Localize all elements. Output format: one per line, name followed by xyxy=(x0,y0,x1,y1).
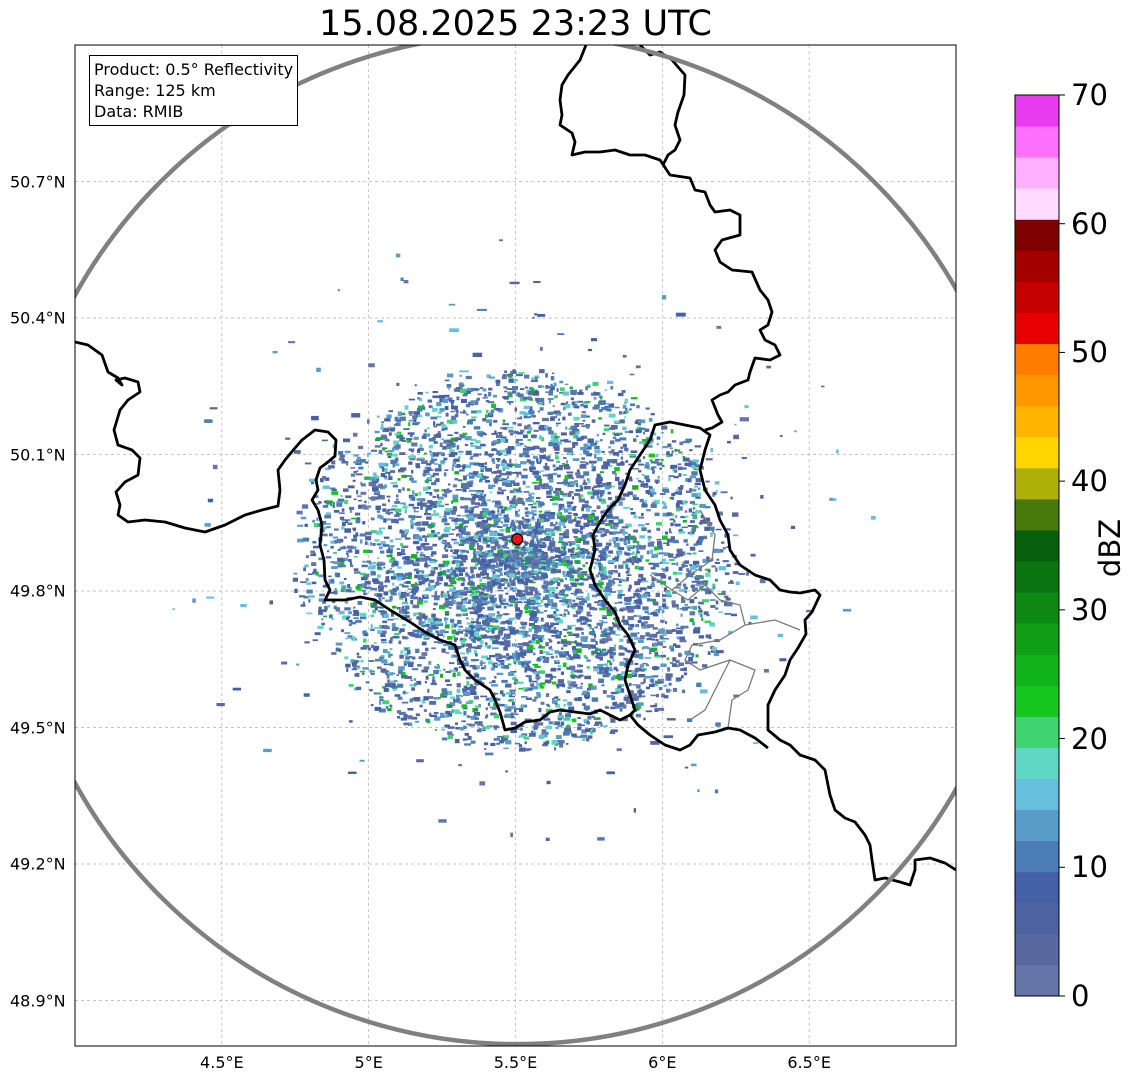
colorbar-title: dBZ xyxy=(1093,518,1127,578)
colorbar-segment xyxy=(1015,871,1059,904)
department-boundaries xyxy=(649,509,801,729)
colorbar-segment xyxy=(1015,467,1059,500)
colorbar-tick-label: 0 xyxy=(1071,979,1090,1013)
colorbar-segment xyxy=(1015,405,1059,438)
country-borders xyxy=(75,340,956,887)
colorbar-segment xyxy=(1015,498,1059,531)
data-source-info: Data: RMIB xyxy=(94,102,184,121)
colorbar-segment xyxy=(1015,933,1059,966)
colorbar-tick-label: 30 xyxy=(1071,592,1108,627)
colorbar-tick-label: 20 xyxy=(1071,721,1108,756)
colorbar-segment xyxy=(1015,654,1059,686)
lon-tick-label: 5°E xyxy=(354,1053,383,1072)
colorbar-segment xyxy=(1015,157,1059,189)
colorbar-tick-label: 50 xyxy=(1071,335,1108,370)
range-info: Range: 125 km xyxy=(94,81,216,100)
colorbar-segment xyxy=(1015,964,1059,997)
lat-tick-label: 49.8°N xyxy=(10,581,66,601)
colorbar-tick-label: 10 xyxy=(1071,850,1108,885)
colorbar-segment xyxy=(1015,436,1059,469)
colorbar xyxy=(1015,94,1065,997)
lat-tick-label: 49.5°N xyxy=(10,718,66,737)
lat-tick-label: 49.2°N xyxy=(10,854,66,874)
lon-tick-label: 4.5°E xyxy=(200,1053,244,1072)
lon-tick-label: 6.5°E xyxy=(787,1053,831,1072)
colorbar-segment xyxy=(1015,95,1059,127)
lat-tick-label: 50.4°N xyxy=(10,308,66,328)
colorbar-tick-label: 60 xyxy=(1071,206,1108,241)
lat-tick-label: 48.9°N xyxy=(10,991,66,1010)
colorbar-segment xyxy=(1015,840,1059,873)
colorbar-tick-label: 70 xyxy=(1071,78,1108,112)
country-borders-south xyxy=(628,714,769,752)
lon-tick-label: 6°E xyxy=(648,1053,677,1072)
colorbar-segment xyxy=(1015,778,1059,811)
colorbar-segment xyxy=(1015,529,1059,562)
colorbar-tick-label: 40 xyxy=(1071,464,1108,499)
colorbar-segment xyxy=(1015,250,1059,282)
colorbar-segment xyxy=(1015,126,1059,158)
map-title: 15.08.2025 23:23 UTC xyxy=(319,4,712,44)
radar-echoes xyxy=(172,239,876,841)
country-borders-north xyxy=(558,45,782,432)
colorbar-segment xyxy=(1015,623,1059,655)
map-frame xyxy=(74,44,957,1047)
colorbar-segment xyxy=(1015,716,1059,748)
colorbar-segment xyxy=(1015,312,1059,345)
colorbar-segment xyxy=(1015,592,1059,624)
colorbar-segment xyxy=(1015,219,1059,251)
product-info: Product: 0.5° Reflectivity xyxy=(94,60,294,79)
product-info-box: Product: 0.5° Reflectivity Range: 125 km… xyxy=(89,55,299,126)
radar-site-marker[interactable] xyxy=(511,533,524,546)
colorbar-segment xyxy=(1015,561,1059,593)
colorbar-segment xyxy=(1015,747,1059,780)
colorbar-segment xyxy=(1015,374,1059,407)
colorbar-segment xyxy=(1015,902,1059,935)
colorbar-segment xyxy=(1015,281,1059,313)
colorbar-segment xyxy=(1015,343,1059,376)
colorbar-segment xyxy=(1015,188,1059,220)
lat-tick-label: 50.1°N xyxy=(10,445,66,464)
colorbar-segment xyxy=(1015,809,1059,842)
radar-range-ring xyxy=(75,45,956,1046)
colorbar-frame xyxy=(1014,94,1060,997)
lon-tick-label: 5.5°E xyxy=(493,1053,538,1072)
lat-tick-label: 50.7°N xyxy=(10,172,66,191)
colorbar-segment xyxy=(1015,685,1059,717)
